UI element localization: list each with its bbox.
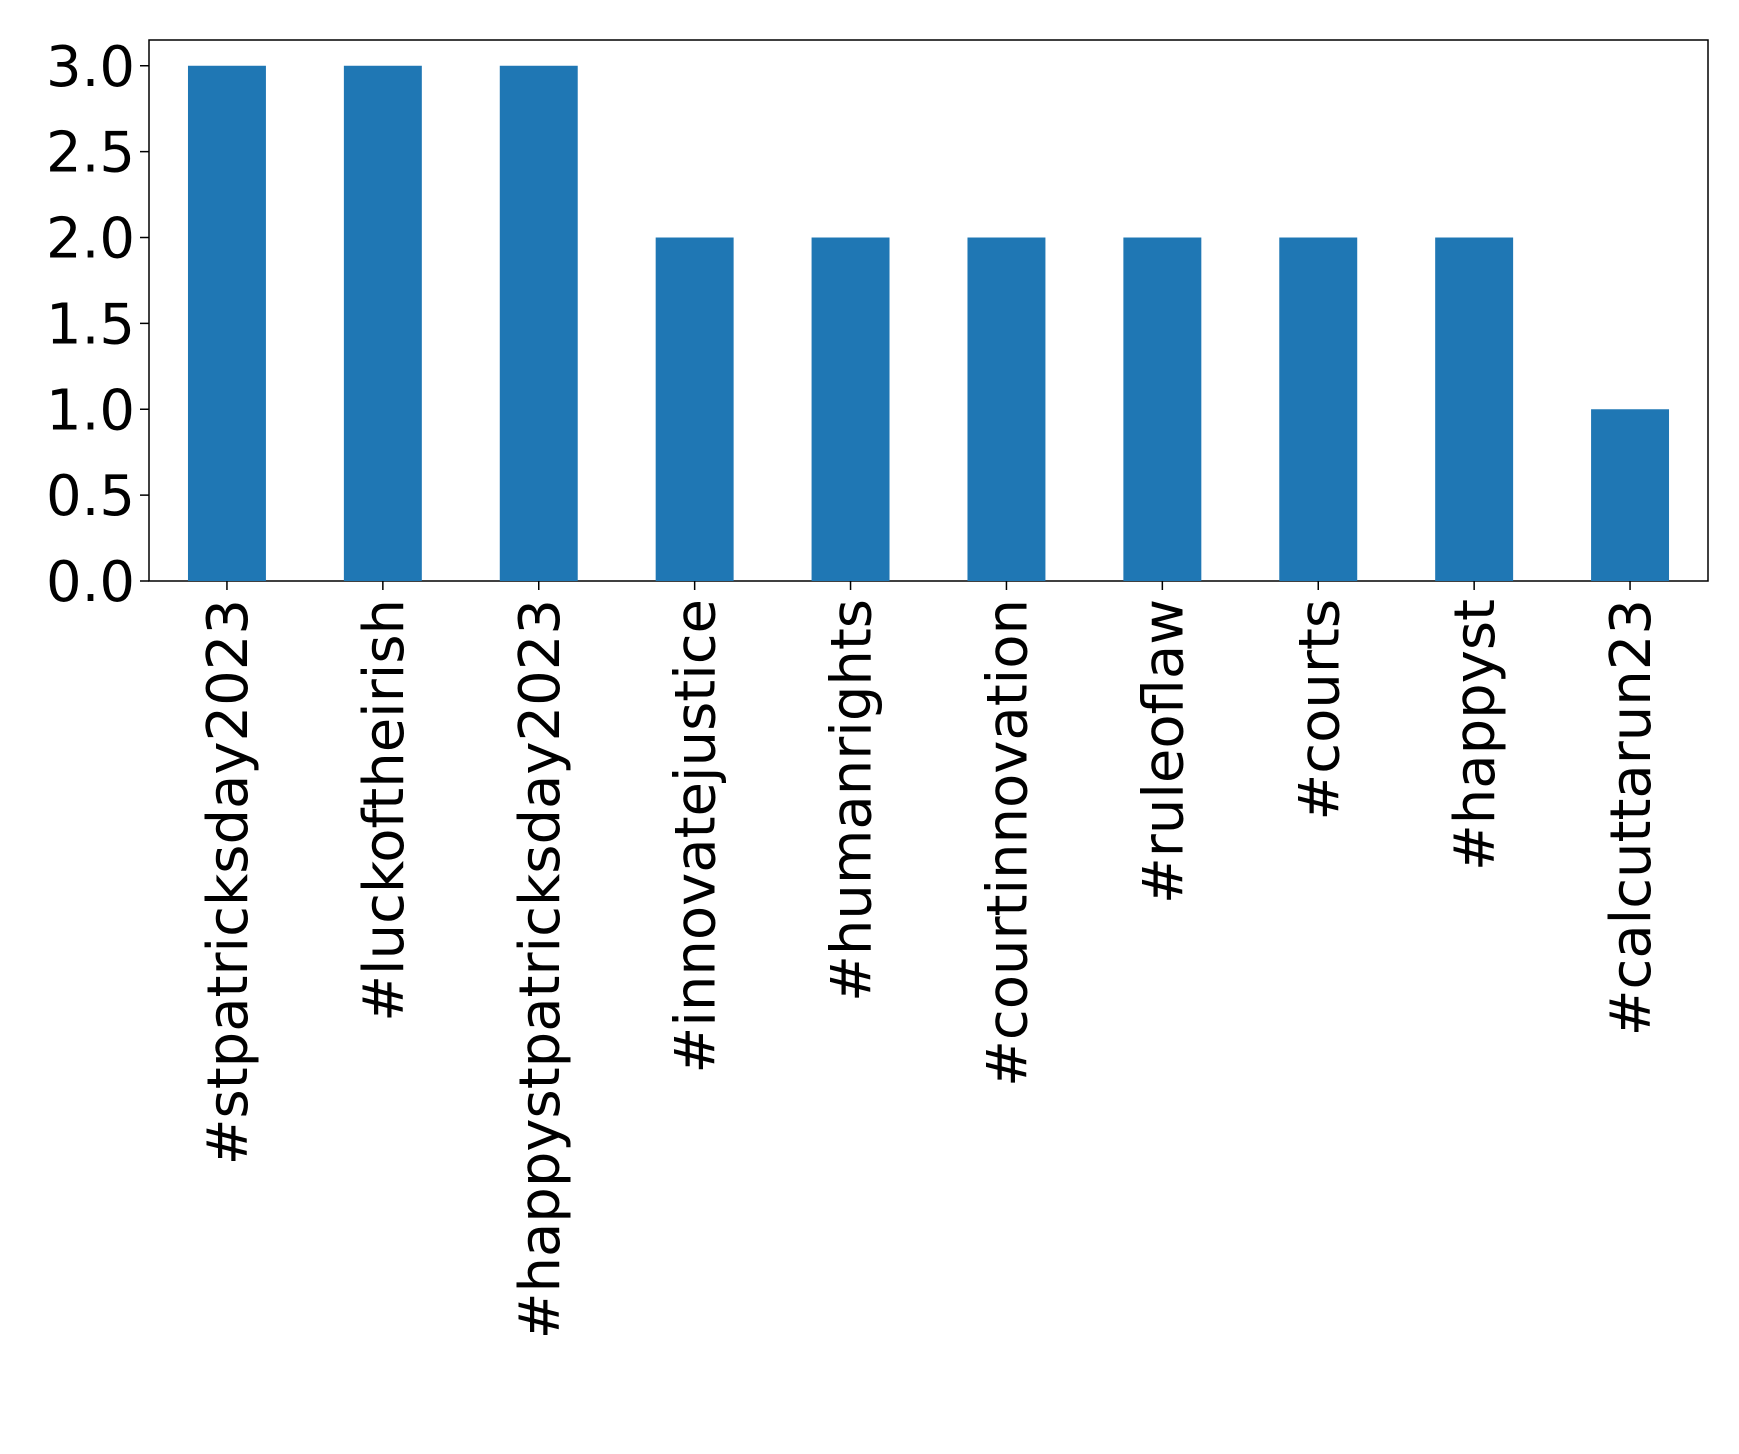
x-tick-label: #stpatricksday2023: [196, 599, 261, 1165]
x-tick-label: #courts: [1287, 599, 1352, 821]
x-tick-label: #courtinnovation: [975, 599, 1040, 1087]
y-tick-label: 2.5: [46, 121, 135, 186]
y-tick-label: 3.0: [46, 35, 135, 100]
plot-frame: [148, 39, 1709, 582]
bar: [1279, 237, 1358, 581]
x-tick-label: #happystpatricksday2023: [508, 599, 573, 1339]
x-tick-label: #calcuttarun23: [1599, 599, 1664, 1036]
bar: [1435, 237, 1514, 581]
y-tick-label: 0.5: [46, 464, 135, 529]
bar: [811, 237, 890, 581]
bar: [499, 65, 578, 581]
y-tick-label: 0.0: [46, 550, 135, 615]
x-tick-label: #innovatejustice: [664, 599, 729, 1074]
bar: [1123, 237, 1202, 581]
y-tick-label: 1.5: [46, 292, 135, 357]
bar: [343, 65, 422, 581]
x-tick-label: #luckoftheirish: [352, 599, 417, 1022]
y-tick-label: 2.0: [46, 207, 135, 272]
bar: [187, 65, 266, 581]
bar: [1591, 409, 1670, 581]
x-tick-label: #happyst: [1443, 599, 1508, 871]
y-tick-label: 1.0: [46, 378, 135, 443]
x-tick-label: #ruleoflaw: [1131, 599, 1196, 904]
bar: [967, 237, 1046, 581]
x-tick-label: #humanrights: [820, 599, 885, 1002]
bar: [655, 237, 734, 581]
